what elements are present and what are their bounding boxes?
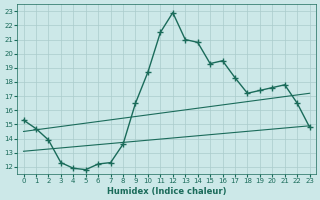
X-axis label: Humidex (Indice chaleur): Humidex (Indice chaleur): [107, 187, 226, 196]
